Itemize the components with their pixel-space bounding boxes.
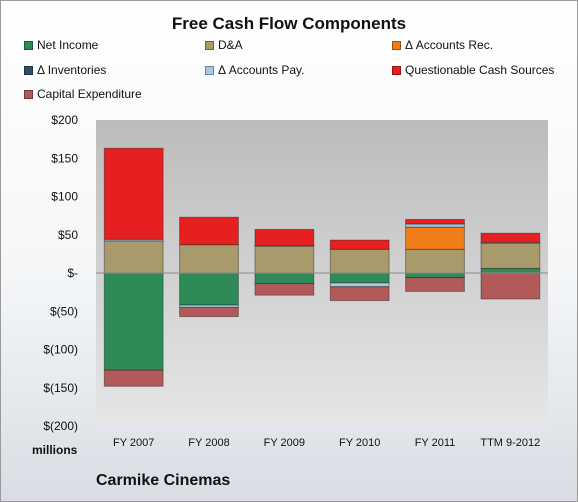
bar-segment-questionable-cash-sources	[103, 147, 164, 240]
bar-segment-net-income	[179, 272, 239, 306]
bar-segment-net-income	[103, 272, 164, 371]
y-tick-label: $100	[51, 190, 78, 204]
bar-segment-d-a	[329, 248, 390, 274]
legend-swatch	[205, 65, 214, 75]
bar-segment-d-a	[480, 242, 541, 269]
legend-label: Questionable Cash Sources	[405, 63, 555, 77]
bar-segment-questionable-cash-sources	[329, 239, 390, 250]
legend-item-capital-expenditure: Capital Expenditure	[24, 87, 142, 101]
bar-segment-capital-expenditure	[405, 277, 465, 292]
bar-segment-net-income	[254, 272, 315, 285]
legend-swatch	[24, 65, 33, 75]
legend-item-accounts-pay: Δ Accounts Pay.	[205, 63, 305, 77]
legend-label: Capital Expenditure	[37, 87, 142, 101]
company-name: Carmike Cinemas	[96, 472, 231, 489]
bar-segment-capital-expenditure	[480, 272, 541, 300]
y-tick-label: $-	[67, 266, 78, 280]
legend-swatch	[205, 40, 214, 50]
x-category-label: FY 2007	[113, 437, 154, 449]
legend-item-accounts-rec: Δ Accounts Rec.	[392, 38, 493, 52]
legend-swatch	[392, 65, 401, 75]
bar-segment-questionable-cash-sources	[405, 218, 465, 225]
bar-segment-net-income	[405, 272, 465, 279]
y-tick-label: $(200)	[43, 419, 78, 433]
legend-label: Net Income	[37, 38, 99, 52]
bar-segment-d-a	[179, 244, 239, 274]
bar-segment-capital-expenditure	[329, 286, 390, 302]
legend-item-inventories: Δ Inventories	[24, 63, 106, 77]
legend-item-d-and-a: D&A	[205, 38, 243, 52]
legend-item-net-income: Net Income	[24, 38, 98, 52]
x-category-label: FY 2009	[264, 437, 305, 449]
units-label: millions	[32, 443, 78, 457]
legend-item-questionable-cash: Questionable Cash Sources	[392, 63, 554, 77]
bar-segment-capital-expenditure	[254, 283, 315, 296]
x-category-label: TTM 9-2012	[480, 437, 540, 449]
legend-label: Δ Accounts Pay.	[218, 63, 305, 77]
y-tick-label: $50	[58, 228, 78, 242]
legend-label: Δ Inventories	[37, 63, 107, 77]
bar-segment-net-income	[480, 267, 541, 274]
y-tick-label: $200	[51, 113, 78, 127]
bar-segment-questionable-cash-sources	[179, 216, 239, 246]
y-tick-label: $(50)	[50, 304, 78, 318]
legend-label: D&A	[218, 38, 243, 52]
bar-segment-capital-expenditure	[179, 306, 239, 318]
bar-segment-accounts-pay	[329, 282, 390, 288]
x-category-label: FY 2010	[339, 437, 380, 449]
y-tick-label: $150	[51, 151, 78, 165]
bar-segment-d-a	[254, 245, 315, 274]
legend-label: Δ Accounts Rec.	[405, 38, 494, 52]
bar-segment-d-a	[405, 248, 465, 274]
y-tick-label: $(100)	[43, 343, 78, 357]
legend-swatch	[24, 40, 33, 50]
bar-segment-accounts-rec	[405, 226, 465, 250]
chart-title: Free Cash Flow Components	[171, 14, 407, 33]
bar-segment-net-income	[329, 272, 390, 284]
y-tick-label: $(150)	[43, 381, 78, 395]
x-category-label: FY 2011	[415, 437, 456, 449]
bar-segment-questionable-cash-sources	[480, 232, 541, 243]
legend-swatch	[24, 89, 33, 99]
bar-segment-capital-expenditure	[103, 369, 164, 387]
bar-segment-d-a	[103, 240, 164, 274]
bar-segment-questionable-cash-sources	[254, 228, 315, 246]
x-category-label: FY 2008	[188, 437, 229, 449]
legend-swatch	[392, 40, 401, 50]
